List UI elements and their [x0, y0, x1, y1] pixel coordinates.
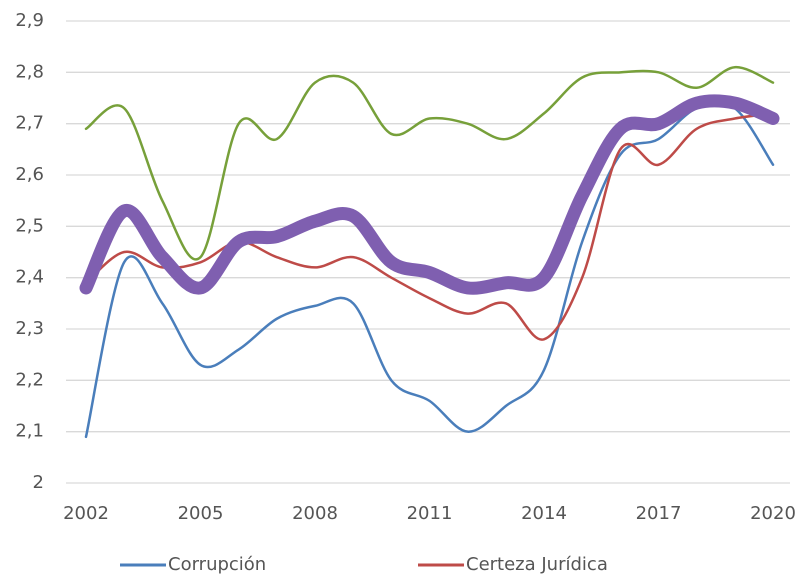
series-line	[84, 65, 775, 261]
y-tick-label: 2,7	[15, 113, 44, 134]
y-tick-label: 2,4	[15, 267, 44, 288]
y-tick-label: 2,3	[15, 318, 44, 339]
y-tick-label: 2,2	[15, 369, 44, 390]
y-tick-label: 2,8	[15, 61, 44, 82]
x-tick-label: 2005	[178, 503, 224, 524]
series-line	[84, 112, 775, 341]
y-tick-label: 2,6	[15, 164, 44, 185]
x-tick-label: 2020	[750, 503, 796, 524]
series-line	[84, 101, 775, 439]
legend-label: Corrupción	[168, 554, 266, 575]
y-tick-label: 2	[33, 472, 44, 493]
series-line	[79, 94, 780, 295]
y-tick-label: 2,9	[15, 10, 44, 31]
x-tick-label: 2002	[63, 503, 109, 524]
y-tick-label: 2,5	[15, 215, 44, 236]
x-tick-label: 2017	[636, 503, 682, 524]
legend-label: Certeza Jurídica	[466, 554, 608, 575]
x-tick-label: 2011	[407, 503, 453, 524]
x-tick-label: 2008	[292, 503, 338, 524]
y-tick-label: 2,1	[15, 421, 44, 442]
x-tick-label: 2014	[521, 503, 567, 524]
